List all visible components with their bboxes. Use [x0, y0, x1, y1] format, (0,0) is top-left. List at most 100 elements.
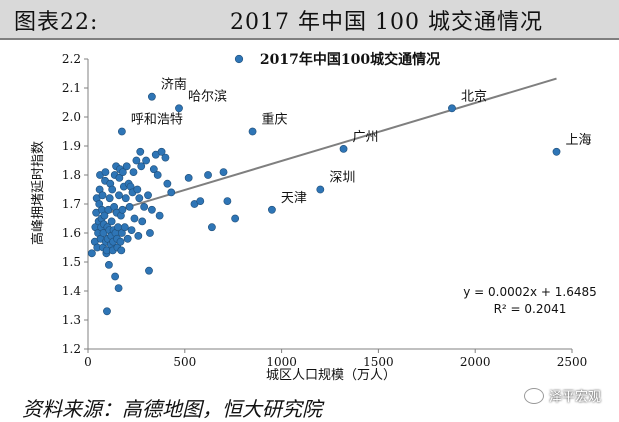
x-tick-label: 1500: [363, 355, 394, 369]
data-point: [157, 147, 166, 156]
trend-layer: [107, 77, 557, 215]
data-point: [118, 168, 127, 176]
point-label: 济南: [161, 77, 187, 93]
data-point-labeled: [147, 92, 156, 101]
figure-label: 图表22:: [14, 10, 99, 35]
data-point: [133, 185, 142, 194]
y-tick-label: 1.7: [62, 197, 81, 211]
data-point: [161, 153, 170, 162]
data-point: [114, 284, 123, 292]
data-point: [142, 156, 150, 165]
figure-title: 2017 年中国 100 城交通情况: [230, 10, 543, 35]
data-point: [100, 211, 109, 220]
data-point: [125, 202, 134, 211]
y-tick-label: 1.3: [62, 313, 81, 327]
x-tick-label: 500: [173, 355, 196, 369]
y-tick-label: 1.8: [62, 168, 81, 182]
data-point: [115, 173, 124, 182]
x-tick-label: 2000: [460, 355, 491, 369]
data-point: [149, 165, 158, 174]
data-point: [136, 147, 145, 156]
watermark-text: 泽平宏观: [548, 390, 601, 405]
chart-title: 2017年中国100城交通情况: [260, 51, 440, 68]
data-point-labeled: [448, 104, 456, 113]
data-point: [87, 249, 96, 258]
point-label: 上海: [566, 133, 592, 148]
data-point: [167, 188, 176, 197]
x-tick-label: 2500: [557, 355, 588, 369]
y-tick-label: 1.9: [62, 139, 81, 153]
trend-r2: R² = 0.2041: [494, 302, 567, 316]
point-label: 呼和浩特: [131, 113, 183, 128]
data-point: [153, 171, 162, 179]
data-point: [105, 194, 114, 203]
trendline: [107, 77, 557, 215]
source-note: 资料来源：高德地图，恒大研究院: [22, 397, 322, 421]
data-point: [144, 191, 152, 200]
data-point: [231, 214, 240, 223]
data-point: [111, 272, 120, 281]
data-point: [127, 226, 136, 234]
data-point: [117, 246, 126, 255]
data-point: [163, 179, 172, 188]
data-point-labeled: [117, 127, 126, 136]
points-layer: [87, 92, 561, 316]
data-point: [129, 168, 138, 176]
data-point-labeled: [339, 145, 348, 153]
data-point: [137, 162, 146, 171]
data-point: [120, 223, 129, 232]
data-point: [223, 197, 232, 205]
data-point: [204, 171, 212, 179]
wechat-icon: [523, 387, 544, 404]
data-point: [122, 162, 131, 171]
point-label: 北京: [461, 89, 487, 104]
data-point: [132, 156, 141, 165]
data-point: [103, 307, 111, 316]
point-label: 天津: [281, 191, 307, 206]
data-point: [155, 211, 164, 220]
data-point: [147, 205, 156, 214]
data-point: [123, 234, 132, 243]
point-label: 哈尔滨: [188, 88, 227, 104]
data-point: [118, 205, 127, 214]
data-point: [135, 194, 144, 203]
data-point: [107, 217, 116, 226]
axes-layer: 0 500 1000 1500 2000 2500 1.2 1.3 1.4 1.5 1.6 1.7 1.…: [62, 52, 587, 369]
data-point: [105, 260, 113, 269]
data-point: [208, 223, 216, 232]
point-label: 重庆: [262, 112, 288, 128]
data-point: [138, 217, 147, 226]
data-point: [121, 194, 130, 203]
data-point: [184, 173, 193, 182]
trend-equation: y = 0.0002x + 1.6485: [463, 285, 597, 299]
point-label: 广州: [353, 130, 379, 145]
figure-header: 图表22: 2017 年中国 100 城交通情况: [0, 0, 619, 40]
data-point-labeled: [316, 185, 325, 194]
y-tick-label: 1.2: [62, 342, 81, 356]
data-point: [116, 237, 125, 246]
title-marker: [234, 54, 244, 64]
data-point: [108, 185, 117, 194]
data-point: [196, 197, 205, 205]
data-point-labeled: [248, 127, 257, 136]
scatter-chart: 0 500 1000 1500 2000 2500 1.2 1.3 1.4 1.5 1.6 1.7 1.…: [30, 51, 597, 383]
data-point: [134, 231, 143, 240]
x-tick-label: 1000: [266, 355, 297, 369]
data-point: [219, 168, 228, 176]
data-point: [101, 168, 110, 176]
y-tick-label: 1.5: [62, 255, 81, 269]
data-point-labeled: [552, 147, 561, 156]
watermark: 泽平宏观: [523, 386, 601, 405]
data-point: [98, 191, 107, 200]
y-tick-label: 1.4: [62, 284, 81, 298]
y-tick-label: 1.6: [62, 226, 81, 240]
y-axis-label: 高峰拥堵延时指数: [30, 141, 46, 245]
x-tick-label: 0: [84, 355, 92, 369]
data-point-labeled: [175, 104, 183, 113]
data-point: [146, 229, 154, 237]
y-tick-label: 2.0: [62, 110, 81, 124]
data-point-labeled: [268, 205, 276, 214]
x-axis-label: 城区人口规模（万人）: [266, 368, 396, 383]
y-tick-label: 2.2: [62, 52, 81, 66]
